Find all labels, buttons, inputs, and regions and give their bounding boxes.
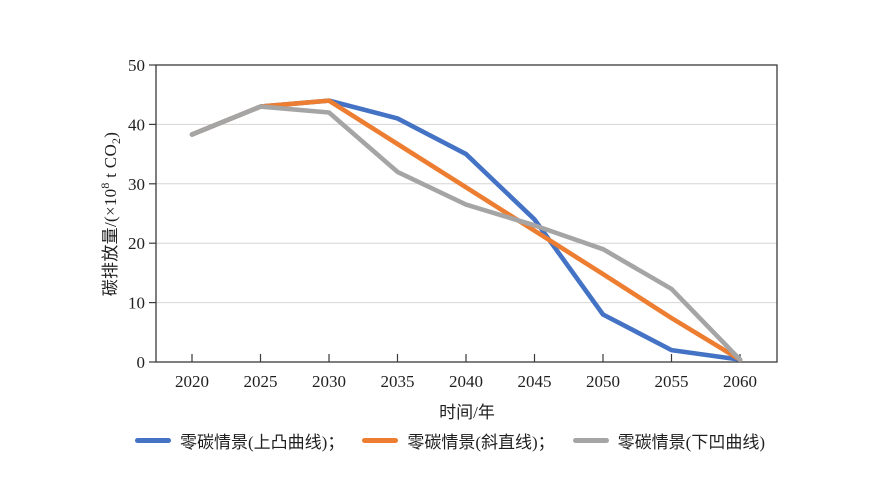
y-tick-label: 40 — [128, 115, 145, 134]
y-axis-title-prefix: 碳排放量/(×10 — [100, 188, 120, 297]
y-axis-title-mid: t CO — [100, 143, 120, 183]
legend: 零碳情景(上凸曲线)； 零碳情景(斜直线)； 零碳情景(下凹曲线) — [120, 428, 780, 453]
y-tick-label: 30 — [128, 175, 145, 194]
legend-swatch-gray — [572, 438, 609, 443]
legend-item-straight: 零碳情景(斜直线)； — [362, 428, 555, 453]
y-tick-label: 50 — [128, 56, 145, 75]
legend-item-concave: 零碳情景(下凹曲线) — [572, 428, 765, 453]
legend-label: 零碳情景(下凹曲线) — [617, 433, 765, 452]
y-axis-title-subscript: 2 — [109, 137, 124, 144]
x-tick-label: 2035 — [381, 372, 415, 391]
legend-swatch-orange — [362, 438, 399, 443]
series-line-2 — [189, 104, 743, 362]
x-tick-label: 2050 — [586, 372, 620, 391]
series-line-0 — [189, 98, 743, 362]
x-tick-label: 2040 — [449, 372, 483, 391]
x-tick-label: 2060 — [723, 372, 757, 391]
series-line-1 — [189, 98, 743, 362]
legend-item-convex: 零碳情景(上凸曲线)； — [135, 428, 344, 453]
y-tick-label: 10 — [128, 294, 145, 313]
legend-swatch-blue — [135, 438, 171, 443]
y-axis-title-suffix: ) — [100, 131, 120, 138]
x-tick-label: 2045 — [518, 372, 552, 391]
y-axis-title: 碳排放量/(×108 t CO2) — [96, 132, 124, 296]
x-tick-label: 2055 — [655, 372, 689, 391]
x-tick-label: 2020 — [175, 372, 209, 391]
x-tick-label: 2025 — [244, 372, 278, 391]
legend-label: 零碳情景(斜直线)； — [407, 433, 555, 452]
y-axis-title-superscript: 8 — [98, 182, 113, 189]
legend-label: 零碳情景(上凸曲线)； — [180, 433, 345, 452]
x-tick-label: 2030 — [312, 372, 346, 391]
y-tick-label: 20 — [128, 234, 145, 253]
y-tick-label: 0 — [137, 353, 146, 372]
x-axis-title: 时间/年 — [439, 403, 495, 422]
